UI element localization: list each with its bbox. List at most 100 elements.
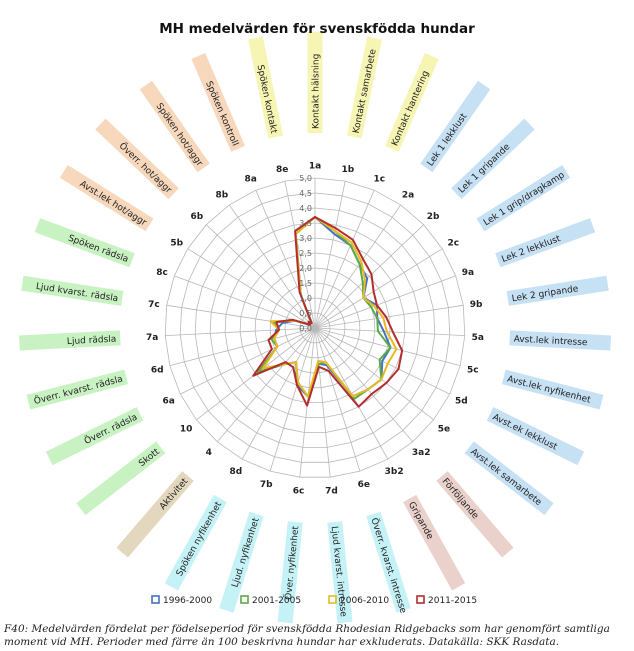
legend-swatch <box>151 595 160 604</box>
axis-label-3a2: Förföljande <box>440 477 481 522</box>
band-bg <box>495 218 596 268</box>
grid-ring <box>209 222 421 433</box>
legend: 1996-2000 2001-2005 2006-2010 2011-2015 <box>151 595 477 606</box>
grid-spoke <box>314 327 461 366</box>
axis-band-8e <box>248 36 284 139</box>
axis-band-6e <box>366 511 411 613</box>
band-bg <box>34 218 135 268</box>
axis-label-5e: Avst.lek samarbete <box>468 447 543 508</box>
axis-code-1a: 1a <box>309 162 321 172</box>
band-bg <box>191 53 245 152</box>
axis-band-8a <box>191 53 245 152</box>
r-tick-label: 1,0 <box>299 294 312 303</box>
band-bg <box>116 471 194 558</box>
grid-spoke <box>169 327 316 366</box>
axis-band-5b <box>59 165 154 232</box>
legend-label-2006-2010: 2006-2010 <box>340 596 389 606</box>
r-tick-label: 4,5 <box>299 189 312 198</box>
axis-code-10: 10 <box>180 424 193 434</box>
band-bg <box>366 511 411 613</box>
caption-line-1: F40: Medelvärden fördelat per födelseper… <box>4 623 610 635</box>
band-bg <box>420 80 491 173</box>
grid-spoke <box>314 190 375 329</box>
band-bg <box>95 118 179 200</box>
axis-code-5e: 5e <box>438 424 450 434</box>
legend-swatch <box>240 595 249 604</box>
r-tick-label: 0,0 <box>299 324 312 333</box>
axis-band-3a2 <box>436 471 514 558</box>
axis-label-7a: Ljud rädsla <box>67 335 117 347</box>
axis-label-2c: Lek 1 grip/dragkamp <box>482 170 567 228</box>
axis-code-2a: 2a <box>402 191 414 201</box>
axis-code-5d: 5d <box>455 396 468 406</box>
axis-label-8d: Spöken nyfikenhet <box>175 500 225 578</box>
grid-spoke <box>314 181 346 329</box>
band-bg <box>327 521 353 624</box>
grid-spoke <box>284 181 316 329</box>
axis-band-6d <box>26 369 129 410</box>
grid-spoke <box>216 327 316 443</box>
axis-code-1c: 1c <box>373 175 385 185</box>
axis-band-5c <box>501 369 604 410</box>
axis-code-2c: 2c <box>447 238 459 248</box>
grid-spoke <box>314 248 443 329</box>
grid-spoke <box>314 275 456 329</box>
band-bg <box>307 32 323 133</box>
band-bg <box>19 330 121 351</box>
grid-spoke <box>180 327 316 395</box>
axis-band-6a <box>45 407 144 466</box>
axis-code-8d: 8d <box>230 467 243 477</box>
axis-label-1a: Kontakt hälsning <box>312 54 322 129</box>
grid-ring <box>239 252 391 404</box>
chart-title: MH medelvärden för svenskfödda hundar <box>159 21 475 37</box>
series-2011-2015 <box>252 216 404 408</box>
axis-code-9a: 9a <box>462 268 474 278</box>
r-tick-label: 3,5 <box>299 219 312 228</box>
axis-band-9b <box>506 275 609 306</box>
band-bg <box>219 511 264 613</box>
axis-code-5b: 5b <box>170 238 183 248</box>
band-bg <box>346 36 382 139</box>
axis-band-7a <box>19 330 121 351</box>
grid-ring <box>254 267 376 389</box>
axis-label-2a: Lek 1 lekklust <box>426 111 470 168</box>
grid-spoke <box>314 304 464 329</box>
grid-ring <box>179 192 451 463</box>
axis-band-1c <box>385 53 439 152</box>
axis-label-2b: Lek 1 gripande <box>457 142 513 196</box>
grid-spoke <box>314 327 331 478</box>
grid-ring <box>164 177 466 478</box>
band-bg <box>486 407 585 466</box>
axis-label-8a: Spöken kontroll <box>203 80 240 148</box>
band-bg <box>164 494 227 591</box>
grid-spoke <box>314 224 424 329</box>
band-bg <box>476 165 571 232</box>
band-bg <box>385 53 439 152</box>
axis-label-5a: Avst.lek intresse <box>513 335 588 349</box>
band-bg <box>45 407 144 466</box>
axis-code-6d: 6d <box>151 365 164 375</box>
axis-code-8c: 8c <box>156 268 168 278</box>
axis-band-3b2 <box>403 494 466 591</box>
legend-swatch <box>328 595 337 604</box>
r-tick-label: 1,5 <box>299 279 312 288</box>
grid-spoke <box>314 327 361 472</box>
band-bg <box>59 165 154 232</box>
axis-band-8b <box>139 80 210 173</box>
axis-band-4 <box>116 471 194 558</box>
grid-spoke <box>206 224 316 329</box>
axis-band-1b <box>346 36 382 139</box>
axis-band-8d <box>164 494 227 591</box>
r-tick-label: 4,0 <box>299 204 312 213</box>
axis-band-8c <box>34 218 135 268</box>
grid-spoke <box>228 204 316 329</box>
axis-band-7d <box>327 521 353 624</box>
grid-ring <box>194 207 436 448</box>
axis-code-3b2: 3b2 <box>385 467 404 477</box>
axis-band-1a <box>307 32 323 133</box>
axis-band-2a <box>420 80 491 173</box>
axis-code-7c: 7c <box>148 300 160 310</box>
band-bg <box>139 80 210 173</box>
axis-label-6a: Överr. rädsla <box>83 412 140 447</box>
